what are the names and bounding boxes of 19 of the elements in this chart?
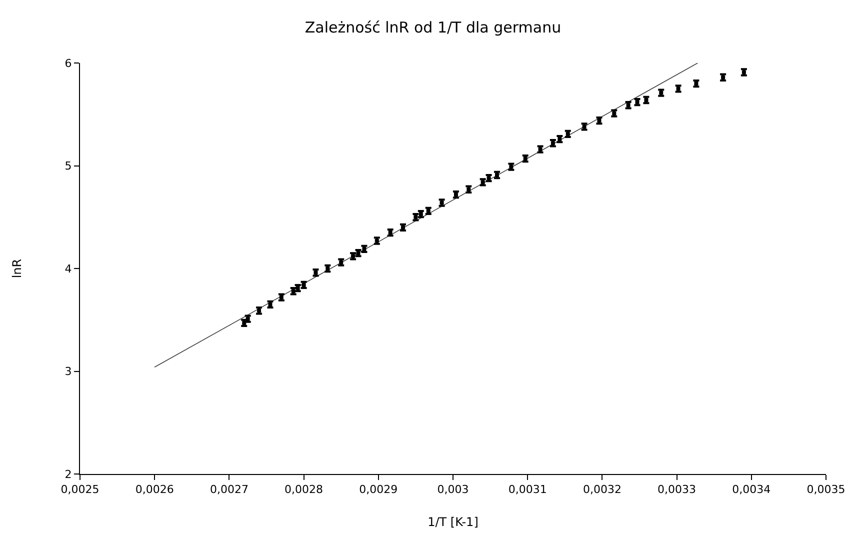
x-tick-label: 0,0035 [806, 483, 846, 496]
x-tick-label: 0,0031 [508, 483, 547, 496]
x-tick-label: 0,0025 [60, 483, 100, 496]
x-axis-title: 1/T [K-1] [428, 515, 478, 530]
x-tick-label: 0,0032 [582, 483, 622, 496]
y-tick-label: 5 [64, 160, 72, 173]
x-tick-label: 0,0026 [135, 483, 174, 496]
x-tick-label: 0,0034 [732, 483, 771, 496]
x-tick-label: 0,003 [437, 483, 469, 496]
y-tick-label: 2 [64, 468, 72, 481]
y-tick-label: 6 [64, 56, 72, 70]
x-tick-label: 0,0033 [658, 483, 696, 496]
y-tick-label: 4 [64, 262, 72, 276]
x-tick-label: 0,0029 [359, 483, 398, 496]
y-tick-label: 3 [64, 365, 72, 378]
chart-title: Zależność lnR od 1/T dla germanu [304, 18, 562, 36]
y-axis-title: lnR [10, 258, 24, 278]
x-tick-label: 0,0027 [210, 483, 248, 496]
x-tick-label: 0,0028 [284, 483, 324, 496]
